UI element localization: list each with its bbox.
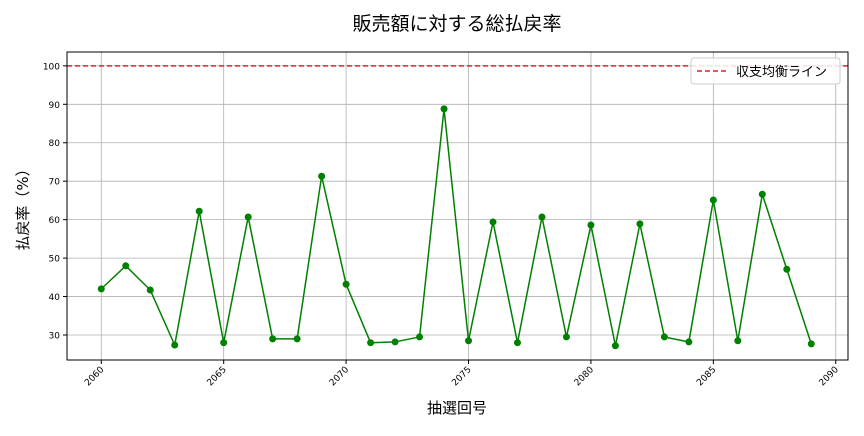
y-tick-label: 100 (43, 62, 60, 72)
data-point (146, 286, 154, 294)
plot-frame (66, 51, 849, 361)
data-point (783, 265, 791, 273)
data-point (269, 335, 277, 343)
y-tick-label: 60 (49, 216, 61, 226)
series (97, 105, 815, 350)
x-tick-label: 2085 (695, 365, 718, 388)
x-tick-label: 2060 (83, 365, 106, 388)
data-point (758, 190, 766, 198)
y-tick-label: 40 (49, 293, 61, 303)
data-point (489, 218, 497, 226)
data-point (293, 335, 301, 343)
grid (67, 52, 848, 360)
data-point (636, 220, 644, 228)
series-line (100, 108, 812, 348)
y-tick-label: 30 (49, 332, 61, 342)
legend-box (690, 57, 841, 85)
data-point (538, 213, 546, 221)
data-point (660, 333, 668, 341)
y-axis-label: 払戻率（%） (14, 161, 32, 250)
x-ticks: 2060 2065 2070 2075 2080 2085 2090 (83, 360, 841, 388)
data-point (513, 339, 521, 347)
data-point (244, 213, 252, 221)
y-tick-label: 90 (49, 101, 61, 111)
legend: 収支均衡ライン (690, 57, 841, 85)
y-ticks: 30 40 50 60 70 80 90 100 (43, 62, 67, 342)
data-point (367, 339, 375, 347)
data-point (318, 172, 326, 180)
data-point (587, 221, 595, 229)
chart-title: 販売額に対する総払戻率 (352, 13, 561, 35)
y-tick-label: 80 (49, 139, 61, 149)
data-point (195, 207, 203, 215)
x-axis-label: 抽選回号 (427, 399, 487, 417)
data-point (709, 196, 717, 204)
data-point (562, 333, 570, 341)
data-point (685, 338, 693, 346)
x-tick-label: 2070 (328, 365, 351, 388)
data-point (416, 333, 424, 341)
data-point (220, 339, 228, 347)
data-point (122, 262, 130, 270)
data-point (171, 341, 179, 349)
data-point (465, 337, 473, 345)
x-tick-label: 2090 (818, 365, 841, 388)
data-point (611, 342, 619, 350)
x-tick-label: 2075 (450, 365, 473, 388)
data-point (807, 340, 815, 348)
data-point (440, 105, 448, 113)
legend-label: 収支均衡ライン (736, 65, 827, 80)
data-point (342, 280, 350, 288)
x-tick-label: 2065 (206, 365, 229, 388)
y-tick-label: 70 (49, 178, 61, 188)
data-point (97, 285, 105, 293)
x-tick-label: 2080 (573, 365, 596, 388)
data-point (734, 337, 742, 345)
data-point (391, 338, 399, 346)
y-tick-label: 50 (49, 255, 61, 265)
